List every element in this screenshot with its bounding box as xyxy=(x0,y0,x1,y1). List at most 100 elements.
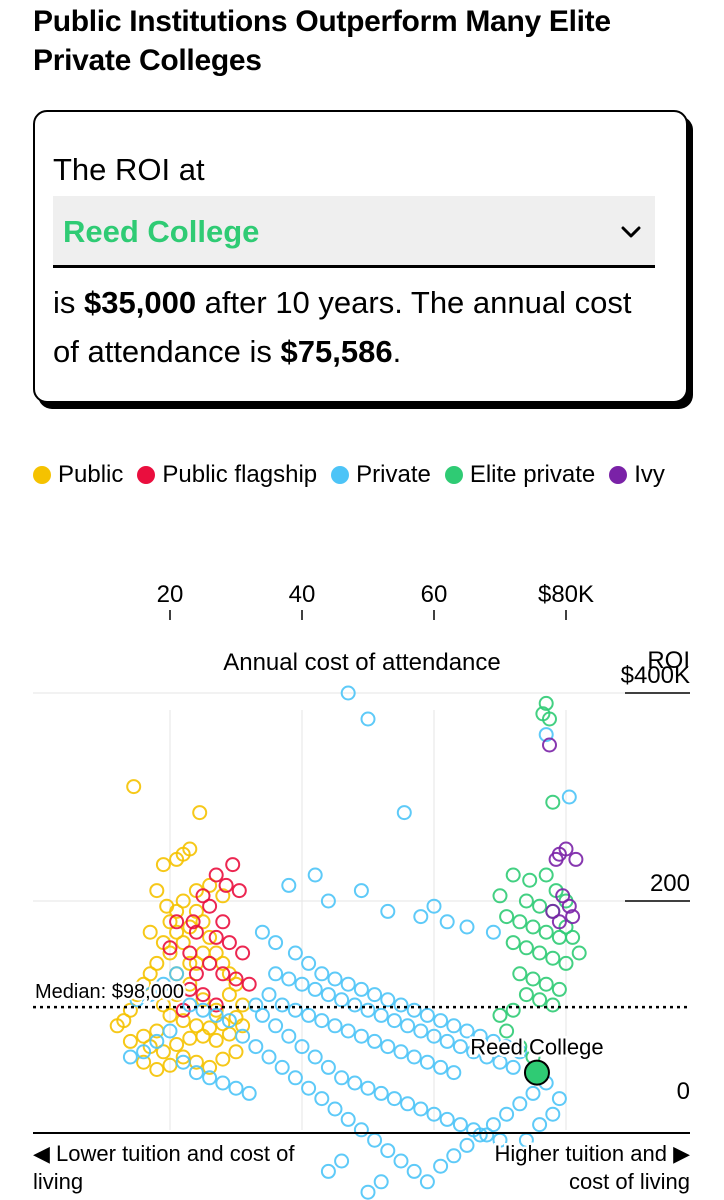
y-tick-label: $400K xyxy=(621,662,690,689)
college-select[interactable]: Reed College xyxy=(53,196,655,268)
y-tick-label: 0 xyxy=(677,1078,690,1105)
data-point xyxy=(479,1127,495,1143)
data-point xyxy=(535,706,551,722)
data-point xyxy=(169,924,185,940)
data-point xyxy=(452,1039,468,1055)
data-point xyxy=(551,981,567,997)
data-point xyxy=(459,1137,475,1153)
data-point xyxy=(215,1075,231,1091)
data-point xyxy=(426,1028,442,1044)
data-point xyxy=(426,898,442,914)
data-point xyxy=(545,903,561,919)
footer-left-label: ◀ Lower tuition and cost of living xyxy=(33,1141,295,1194)
data-point xyxy=(545,950,561,966)
data-point xyxy=(268,935,284,951)
data-point xyxy=(367,1033,383,1049)
data-point xyxy=(353,1122,369,1138)
data-point xyxy=(327,1101,343,1117)
legend-label: Ivy xyxy=(634,461,665,488)
data-point xyxy=(426,1106,442,1122)
data-point xyxy=(439,914,455,930)
data-point xyxy=(195,1002,211,1018)
data-point xyxy=(400,1018,416,1034)
x-tick-label: 40 xyxy=(289,581,316,608)
data-point xyxy=(136,1044,152,1060)
data-point xyxy=(518,940,534,956)
data-point xyxy=(393,1153,409,1169)
data-point xyxy=(235,1018,251,1034)
data-point xyxy=(294,976,310,992)
data-point xyxy=(268,1018,284,1034)
data-point xyxy=(241,976,257,992)
data-point xyxy=(195,914,211,930)
data-point xyxy=(182,997,198,1013)
data-point xyxy=(512,1096,528,1112)
data-point xyxy=(327,1018,343,1034)
data-point xyxy=(149,1033,165,1049)
data-point xyxy=(274,997,290,1013)
data-point xyxy=(208,997,224,1013)
data-point xyxy=(532,898,548,914)
data-point xyxy=(360,1002,376,1018)
data-point xyxy=(353,1028,369,1044)
legend-label: Elite private xyxy=(469,461,596,488)
data-point xyxy=(182,945,198,961)
data-point xyxy=(122,1049,138,1065)
data-point xyxy=(512,966,528,982)
data-point xyxy=(472,1028,488,1044)
data-point xyxy=(122,1033,138,1049)
data-point xyxy=(413,1101,429,1117)
data-point xyxy=(373,1085,389,1101)
legend-swatch xyxy=(33,466,51,484)
data-point xyxy=(347,1075,363,1091)
data-point xyxy=(393,997,409,1013)
data-point xyxy=(334,992,350,1008)
data-point xyxy=(320,987,336,1003)
data-point xyxy=(518,987,534,1003)
data-point xyxy=(208,867,224,883)
data-point xyxy=(182,955,198,971)
data-point xyxy=(433,1158,449,1174)
data-point xyxy=(208,929,224,945)
data-point xyxy=(505,1059,521,1075)
data-point xyxy=(287,945,303,961)
data-point xyxy=(373,1174,389,1190)
data-point xyxy=(202,1059,218,1075)
data-point xyxy=(281,1028,297,1044)
data-point xyxy=(551,914,567,930)
sentence-part3: . xyxy=(392,334,402,369)
data-point xyxy=(215,914,231,930)
data-point xyxy=(565,909,581,925)
legend-item: Elite private xyxy=(444,460,596,490)
data-point xyxy=(228,1080,244,1096)
data-point xyxy=(459,919,475,935)
data-point xyxy=(175,846,191,862)
data-point xyxy=(261,987,277,1003)
data-point xyxy=(175,935,191,951)
data-point xyxy=(386,1091,402,1107)
data-point xyxy=(281,877,297,893)
data-point xyxy=(542,737,557,753)
data-point xyxy=(195,1028,211,1044)
data-point xyxy=(525,1085,541,1101)
data-point xyxy=(169,1037,185,1052)
data-point xyxy=(136,976,152,992)
series-group xyxy=(162,857,257,1018)
data-point xyxy=(188,1065,204,1081)
data-point xyxy=(281,971,297,987)
data-point xyxy=(505,867,521,883)
data-point xyxy=(340,1111,356,1127)
data-point xyxy=(175,1013,191,1029)
data-point xyxy=(327,971,343,987)
data-point xyxy=(353,883,369,899)
roi-sentence: is $35,000 after 10 years. The annual co… xyxy=(53,278,663,376)
data-point xyxy=(512,914,528,930)
data-point xyxy=(307,1049,323,1065)
data-point xyxy=(254,1007,270,1023)
data-point xyxy=(452,1117,468,1133)
data-point xyxy=(400,1096,416,1112)
data-point xyxy=(499,909,515,925)
data-point xyxy=(175,1049,191,1065)
data-point xyxy=(228,971,244,987)
data-point xyxy=(446,1018,462,1034)
